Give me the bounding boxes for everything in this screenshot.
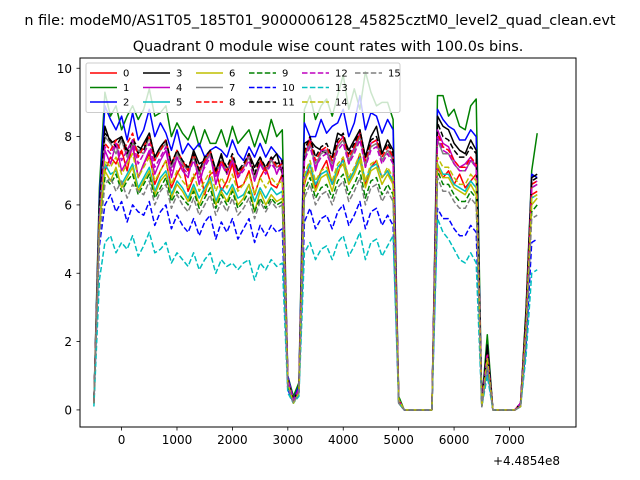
- y-tick-label: 10: [57, 62, 72, 76]
- legend-label-9: 9: [282, 69, 288, 80]
- legend-box: [85, 62, 401, 113]
- x-tick-label: 1000: [162, 433, 193, 447]
- x-tick-label: 4000: [328, 433, 359, 447]
- x-tick-label: 5000: [383, 433, 414, 447]
- figure-suptitle: n file: modeM0/AS1T05_185T01_9000006128_…: [24, 13, 615, 29]
- series-line-15: [93, 176, 538, 411]
- legend-label-12: 12: [335, 69, 348, 80]
- series-line-1: [93, 70, 538, 411]
- legend-label-6: 6: [229, 69, 235, 80]
- legend-label-0: 0: [123, 69, 129, 80]
- chart-title: Quadrant 0 module wise count rates with …: [133, 39, 524, 55]
- legend-label-11: 11: [282, 98, 295, 109]
- legend-label-7: 7: [229, 83, 235, 94]
- series-line-0: [93, 142, 538, 411]
- x-tick-label: 3000: [273, 433, 304, 447]
- series-line-2: [93, 94, 538, 411]
- legend-label-14: 14: [335, 98, 348, 109]
- legend-label-10: 10: [282, 83, 295, 94]
- y-tick-label: 8: [64, 130, 72, 144]
- x-tick-label: 2000: [217, 433, 248, 447]
- series-line-11: [93, 122, 538, 411]
- legend-label-15: 15: [388, 69, 401, 80]
- legend-label-8: 8: [229, 98, 235, 109]
- legend-label-2: 2: [123, 98, 129, 109]
- y-tick-label: 0: [64, 403, 72, 417]
- legend-label-4: 4: [176, 83, 182, 94]
- y-tick-label: 6: [64, 198, 72, 212]
- series-line-7: [93, 135, 538, 411]
- series-line-4: [93, 129, 538, 411]
- axes-frame: [79, 57, 577, 428]
- x-axis-offset-label: +4.4854e8: [493, 454, 560, 468]
- series-line-6: [93, 159, 538, 411]
- x-tick-label: 0: [118, 433, 126, 447]
- y-tick-label: 4: [64, 267, 72, 281]
- legend-label-3: 3: [176, 69, 182, 80]
- series-lines: [93, 70, 538, 411]
- series-line-12: [93, 135, 538, 411]
- series-line-9: [93, 170, 538, 411]
- legend-label-13: 13: [335, 83, 348, 94]
- series-line-5: [93, 156, 538, 411]
- x-tick-label: 6000: [439, 433, 470, 447]
- series-line-10: [93, 193, 538, 411]
- legend-label-5: 5: [176, 98, 182, 109]
- y-axis: 0 2 4 6 8 10: [57, 62, 80, 417]
- series-line-8: [93, 132, 538, 411]
- legend-label-1: 1: [123, 83, 129, 94]
- y-tick-label: 2: [64, 335, 72, 349]
- series-line-13: [93, 217, 538, 411]
- x-axis: 0 1000 2000 3000 4000 5000 6000 7000: [118, 427, 525, 447]
- series-line-14: [93, 152, 538, 411]
- x-tick-label: 7000: [494, 433, 525, 447]
